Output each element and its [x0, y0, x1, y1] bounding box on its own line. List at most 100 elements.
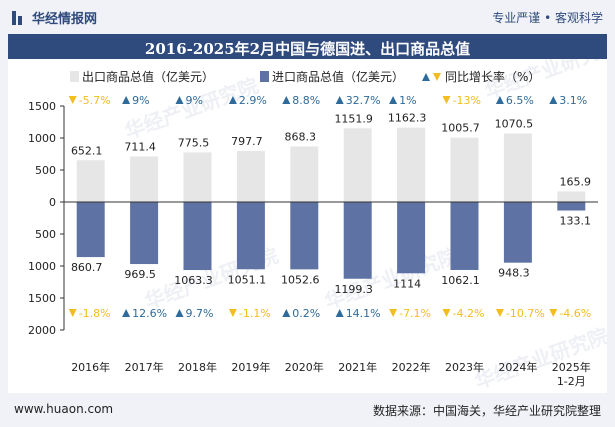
export-value-label: 1162.3	[388, 112, 427, 125]
up-triangle-icon	[389, 96, 398, 104]
down-triangle-icon	[442, 96, 451, 104]
legend-import-swatch	[260, 71, 269, 82]
export-bar	[557, 191, 586, 202]
down-triangle-icon	[68, 309, 77, 317]
export-value-label: 775.5	[178, 136, 210, 149]
up-triangle-icon	[175, 309, 184, 317]
up-triangle-icon	[335, 96, 344, 104]
import-growth-label: -7.1%	[399, 307, 431, 320]
import-value-label: 1062.1	[441, 274, 480, 287]
import-bar	[130, 202, 159, 265]
export-growth-label: 9%	[186, 94, 203, 107]
title-bar: 2016-2025年2月中国与德国进、出口商品总值	[8, 34, 607, 59]
export-bar	[183, 152, 212, 202]
brand-name: 华经情报网	[32, 12, 98, 27]
import-value-label: 948.3	[498, 267, 530, 280]
up-triangle-icon	[549, 96, 558, 104]
import-growth-label: 0.2%	[292, 307, 320, 320]
export-value-label: 711.4	[124, 140, 156, 153]
brand-logo-icon	[12, 11, 26, 25]
import-value-label: 1199.3	[334, 283, 373, 296]
up-triangle-icon	[495, 96, 504, 104]
down-triangle-icon	[495, 309, 504, 317]
export-bar	[130, 156, 159, 202]
legend-import-label: 进口商品总值（亿美元）	[272, 69, 404, 84]
down-triangle-icon	[442, 309, 451, 317]
slogan: 专业严谨 • 客观科学	[492, 11, 603, 25]
export-growth-label: -13%	[453, 94, 481, 107]
export-bar	[76, 160, 105, 202]
import-bar	[183, 202, 212, 271]
export-growth-label: 32.7%	[346, 94, 381, 107]
export-bar	[236, 150, 265, 202]
x-tick-label: 2020年	[285, 360, 324, 374]
data-source: 数据来源：中国海关，华经产业研究院整理	[372, 404, 601, 418]
x-tick-label: 2016年	[71, 360, 110, 374]
x-tick-label: 2021年	[338, 360, 377, 374]
y-tick-label: 0	[49, 196, 56, 209]
y-tick-label: 2000	[28, 324, 56, 337]
export-bar	[450, 137, 479, 202]
x-tick-label: 2018年	[178, 360, 217, 374]
import-bar	[76, 202, 105, 258]
import-growth-label: -4.6%	[559, 307, 591, 320]
up-triangle-icon	[175, 96, 184, 104]
y-tick-label: 500	[35, 228, 56, 241]
import-growth-label: -10.7%	[506, 307, 545, 320]
x-tick-label: 2017年	[125, 360, 164, 374]
legend-up-triangle-icon	[422, 73, 430, 81]
export-value-label: 1005.7	[441, 122, 480, 135]
export-growth-label: 6.5%	[506, 94, 534, 107]
up-triangle-icon	[122, 309, 131, 317]
down-triangle-icon	[68, 96, 77, 104]
export-growth-label: 1%	[399, 94, 416, 107]
legend-export-swatch	[70, 71, 79, 82]
import-value-label: 969.5	[124, 268, 156, 281]
import-growth-label: -1.8%	[79, 307, 111, 320]
top-bar: 华经情报网 专业严谨 • 客观科学	[0, 0, 615, 34]
x-tick-label: 2022年	[392, 360, 431, 374]
chart-title: 2016-2025年2月中国与德国进、出口商品总值	[144, 40, 471, 58]
export-value-label: 165.9	[560, 175, 592, 188]
x-tick-label: 2023年	[445, 360, 484, 374]
import-value-label: 1114	[393, 277, 421, 290]
import-value-label: 133.1	[560, 215, 592, 228]
brand: 华经情报网	[12, 8, 97, 27]
import-growth-label: 12.6%	[132, 307, 167, 320]
import-bar	[397, 202, 426, 274]
import-growth-label: 9.7%	[186, 307, 214, 320]
import-bar	[343, 202, 372, 279]
export-growth-label: 2.9%	[239, 94, 267, 107]
x-tick-label: 2025年 1-2月	[552, 360, 591, 388]
footer: www.huaon.com 数据来源：中国海关，华经产业研究院整理	[0, 393, 615, 427]
y-tick-label: 500	[35, 164, 56, 177]
up-triangle-icon	[282, 309, 291, 317]
import-value-label: 1051.1	[228, 273, 267, 286]
export-value-label: 797.7	[231, 135, 263, 148]
y-tick-label: 1500	[28, 100, 56, 113]
up-triangle-icon	[282, 96, 291, 104]
down-triangle-icon	[389, 309, 398, 317]
up-triangle-icon	[335, 309, 344, 317]
y-tick-label: 1500	[28, 292, 56, 305]
export-value-label: 1070.5	[495, 117, 534, 130]
export-bar	[290, 146, 319, 202]
import-growth-label: 14.1%	[346, 307, 381, 320]
legend-down-triangle-icon	[433, 73, 441, 81]
export-growth-label: -5.7%	[79, 94, 111, 107]
x-tick-label: 2019年	[231, 360, 270, 374]
import-bar	[450, 202, 479, 270]
export-growth-label: 3.1%	[559, 94, 587, 107]
down-triangle-icon	[228, 309, 237, 317]
export-bar	[503, 133, 532, 202]
up-triangle-icon	[122, 96, 131, 104]
export-growth-label: 9%	[132, 94, 149, 107]
export-value-label: 1151.9	[334, 112, 373, 125]
y-tick-label: 1000	[28, 132, 56, 145]
export-bar	[397, 127, 426, 202]
import-bar	[236, 202, 265, 270]
import-value-label: 860.7	[71, 261, 103, 274]
import-value-label: 1063.3	[174, 274, 213, 287]
import-bar	[557, 202, 586, 211]
